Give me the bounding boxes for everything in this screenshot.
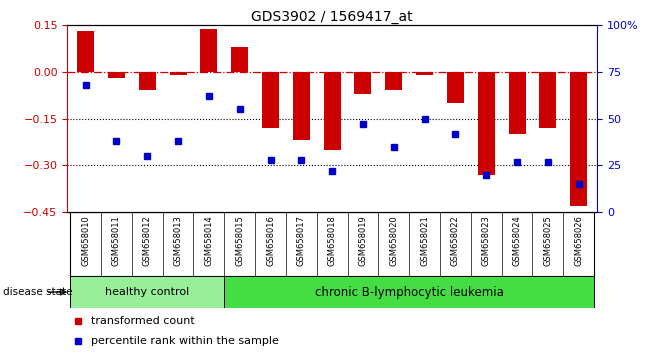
Bar <box>108 72 125 78</box>
Text: chronic B-lymphocytic leukemia: chronic B-lymphocytic leukemia <box>315 286 504 298</box>
Text: GSM658021: GSM658021 <box>420 216 429 266</box>
Bar <box>354 72 372 93</box>
Text: GSM658013: GSM658013 <box>174 216 183 267</box>
Text: GSM658015: GSM658015 <box>236 216 244 266</box>
Bar <box>224 276 594 308</box>
Bar <box>170 72 187 75</box>
Text: healthy control: healthy control <box>105 287 189 297</box>
Text: GSM658018: GSM658018 <box>327 216 337 267</box>
Text: GSM658025: GSM658025 <box>544 216 552 266</box>
Text: GSM658012: GSM658012 <box>143 216 152 266</box>
Bar <box>201 29 217 72</box>
Text: transformed count: transformed count <box>91 316 195 326</box>
Text: disease state: disease state <box>3 287 73 297</box>
Bar <box>509 72 525 134</box>
Bar <box>478 72 495 175</box>
Bar <box>570 72 587 206</box>
Title: GDS3902 / 1569417_at: GDS3902 / 1569417_at <box>252 10 413 24</box>
Text: GSM658023: GSM658023 <box>482 216 491 267</box>
Bar <box>385 72 402 90</box>
Bar <box>539 72 556 128</box>
Bar <box>139 72 156 90</box>
Text: GSM658022: GSM658022 <box>451 216 460 266</box>
Text: GSM658017: GSM658017 <box>297 216 306 267</box>
Text: GSM658016: GSM658016 <box>266 216 275 267</box>
Bar <box>70 276 224 308</box>
Text: GSM658010: GSM658010 <box>81 216 90 266</box>
Text: GSM658024: GSM658024 <box>513 216 521 266</box>
Bar <box>231 47 248 72</box>
Text: percentile rank within the sample: percentile rank within the sample <box>91 336 279 346</box>
Text: GSM658014: GSM658014 <box>205 216 213 266</box>
Text: GSM658020: GSM658020 <box>389 216 399 266</box>
Text: GSM658026: GSM658026 <box>574 216 583 267</box>
Bar <box>262 72 279 128</box>
Bar <box>293 72 310 141</box>
Text: GSM658019: GSM658019 <box>358 216 368 266</box>
Text: GSM658011: GSM658011 <box>112 216 121 266</box>
Bar <box>77 31 94 72</box>
Bar <box>447 72 464 103</box>
Bar <box>323 72 341 150</box>
Bar <box>416 72 433 75</box>
